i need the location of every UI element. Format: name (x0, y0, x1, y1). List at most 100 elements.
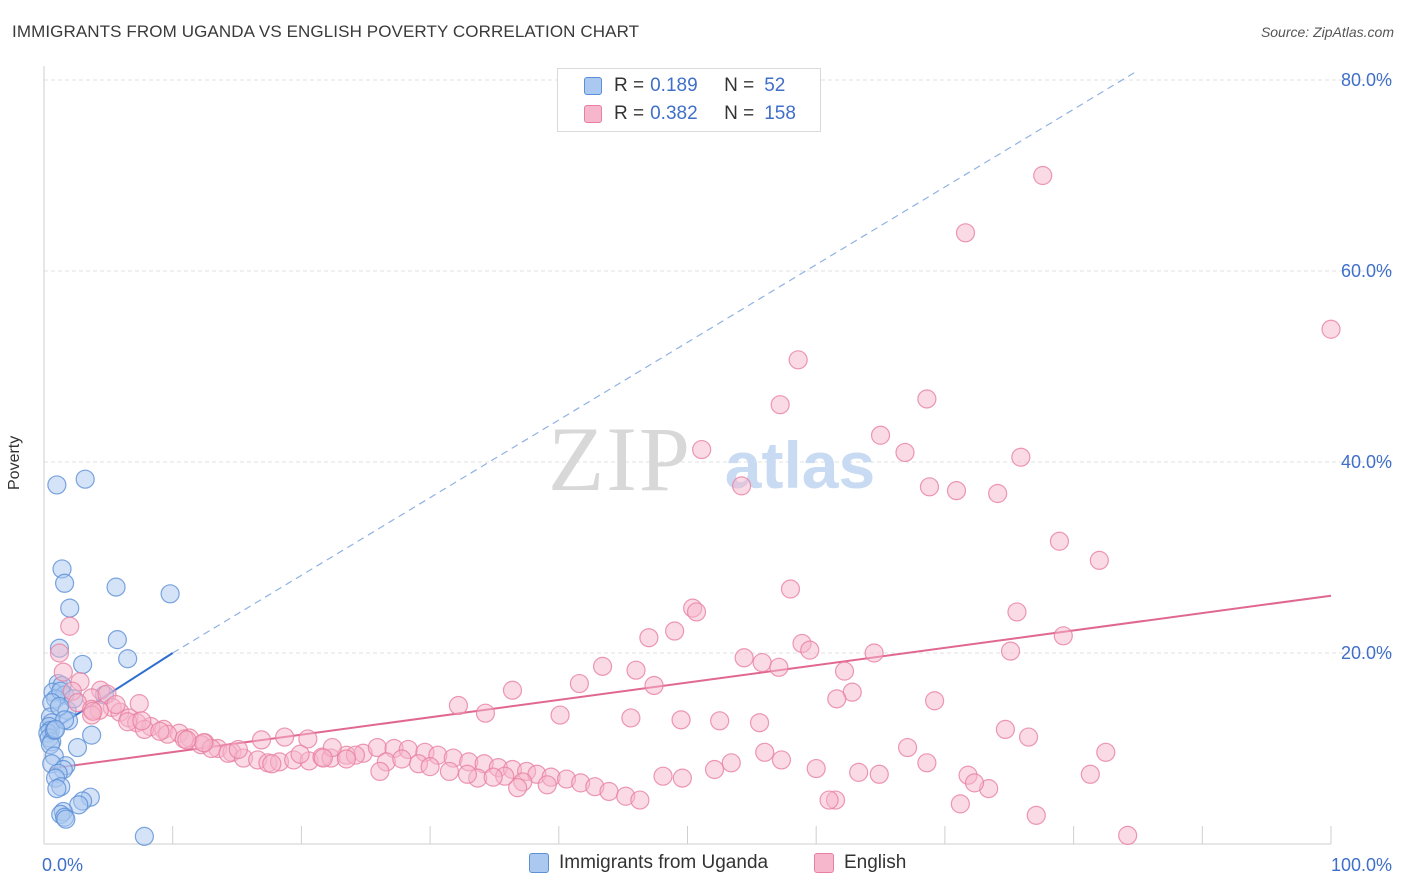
english-point (788, 350, 808, 370)
english-point (769, 657, 789, 677)
y-tick-label: 60.0% (1341, 261, 1392, 281)
english-point (870, 425, 891, 445)
english-point (177, 730, 197, 750)
series-swatch-blue (529, 853, 549, 873)
english-point (298, 729, 318, 749)
english-point (60, 616, 80, 636)
legend-r-value: 0.189 (650, 75, 698, 96)
english-point (704, 759, 725, 780)
english-point (313, 748, 333, 768)
english-point (508, 778, 528, 798)
english-point (251, 730, 272, 750)
english-point (592, 656, 613, 676)
english-point (290, 744, 310, 764)
y-tick-label: 80.0% (1341, 70, 1392, 90)
source-credit: Source: ZipAtlas.com (1260, 24, 1394, 40)
english-point (475, 703, 496, 723)
legend-n-value: 52 (764, 75, 786, 96)
english-point (819, 790, 839, 810)
x-tick-label: 100.0% (1331, 855, 1392, 875)
legend-n-value: 158 (764, 103, 796, 124)
english-point (988, 483, 1008, 504)
x-tick-label: 0.0% (42, 855, 83, 875)
gridlines (44, 79, 1392, 654)
english-point (537, 775, 557, 795)
english-point (132, 711, 152, 731)
english-point (917, 389, 937, 409)
english-point (502, 680, 523, 700)
english-point (150, 721, 170, 741)
uganda-point (60, 598, 80, 618)
english-point (1000, 641, 1021, 661)
english-point (917, 753, 937, 773)
english-point (800, 640, 820, 660)
uganda-point (82, 725, 102, 745)
english-point (1026, 805, 1046, 825)
english-point (734, 648, 754, 668)
english-point (439, 761, 460, 782)
english-point (925, 691, 945, 711)
english-point (1018, 727, 1039, 747)
english-point (630, 790, 650, 810)
english-point (834, 661, 855, 681)
english-point (671, 710, 691, 730)
english-point (1011, 447, 1031, 467)
y-tick-label: 40.0% (1341, 452, 1392, 472)
legend-n-label: N = (724, 75, 755, 96)
series-label-english: English (844, 852, 907, 873)
english-point (946, 481, 967, 501)
english-point (849, 762, 869, 782)
series-label-uganda: Immigrants from Uganda (559, 852, 769, 873)
english-point (755, 742, 775, 762)
english-point (692, 439, 712, 460)
uganda-point (67, 737, 88, 758)
english-point (639, 628, 659, 648)
series-legend-uganda[interactable]: Immigrants from Uganda (529, 852, 768, 874)
english-point (827, 689, 847, 709)
english-point (106, 694, 126, 715)
english-point (895, 442, 915, 463)
legend-row-uganda: R = 0.189 N = 52 (558, 73, 785, 99)
english-point (1053, 626, 1073, 646)
legend-r-label: R = (614, 103, 645, 124)
english-point (262, 754, 282, 774)
english-point (686, 602, 707, 622)
watermark-zip: ZIP (548, 408, 692, 510)
english-point (995, 719, 1015, 740)
uganda-point (45, 719, 66, 740)
uganda-point (160, 584, 180, 604)
english-point (770, 395, 790, 415)
uganda-point (73, 654, 93, 675)
series-legend-english[interactable]: English (814, 852, 906, 874)
english-point (780, 579, 801, 599)
series-swatch-pink (814, 853, 834, 873)
uganda-point (47, 475, 67, 495)
uganda-point (47, 779, 67, 799)
data-points (38, 165, 1341, 846)
english-point (53, 662, 73, 682)
english-point (626, 660, 646, 680)
english-point (420, 757, 440, 777)
english-point (964, 773, 985, 793)
english-point (869, 764, 889, 784)
english-point (392, 749, 412, 769)
legend-swatch-pink (584, 105, 602, 123)
english-point (336, 749, 357, 769)
english-point (228, 739, 248, 760)
english-point (653, 766, 673, 786)
chart-title: IMMIGRANTS FROM UGANDA VS ENGLISH POVERT… (12, 22, 640, 41)
english-point (950, 794, 970, 814)
english-point (49, 643, 70, 663)
english-point (448, 695, 469, 716)
english-point (1080, 764, 1100, 784)
english-point (483, 767, 503, 787)
uganda-trend-extension (172, 69, 1139, 654)
english-point (1096, 742, 1116, 762)
english-point (710, 711, 730, 731)
english-point (749, 713, 770, 733)
legend-row-english: R = 0.382 N = 158 (558, 101, 796, 127)
english-point (370, 761, 390, 782)
english-point (569, 673, 589, 694)
uganda-point (118, 649, 138, 669)
